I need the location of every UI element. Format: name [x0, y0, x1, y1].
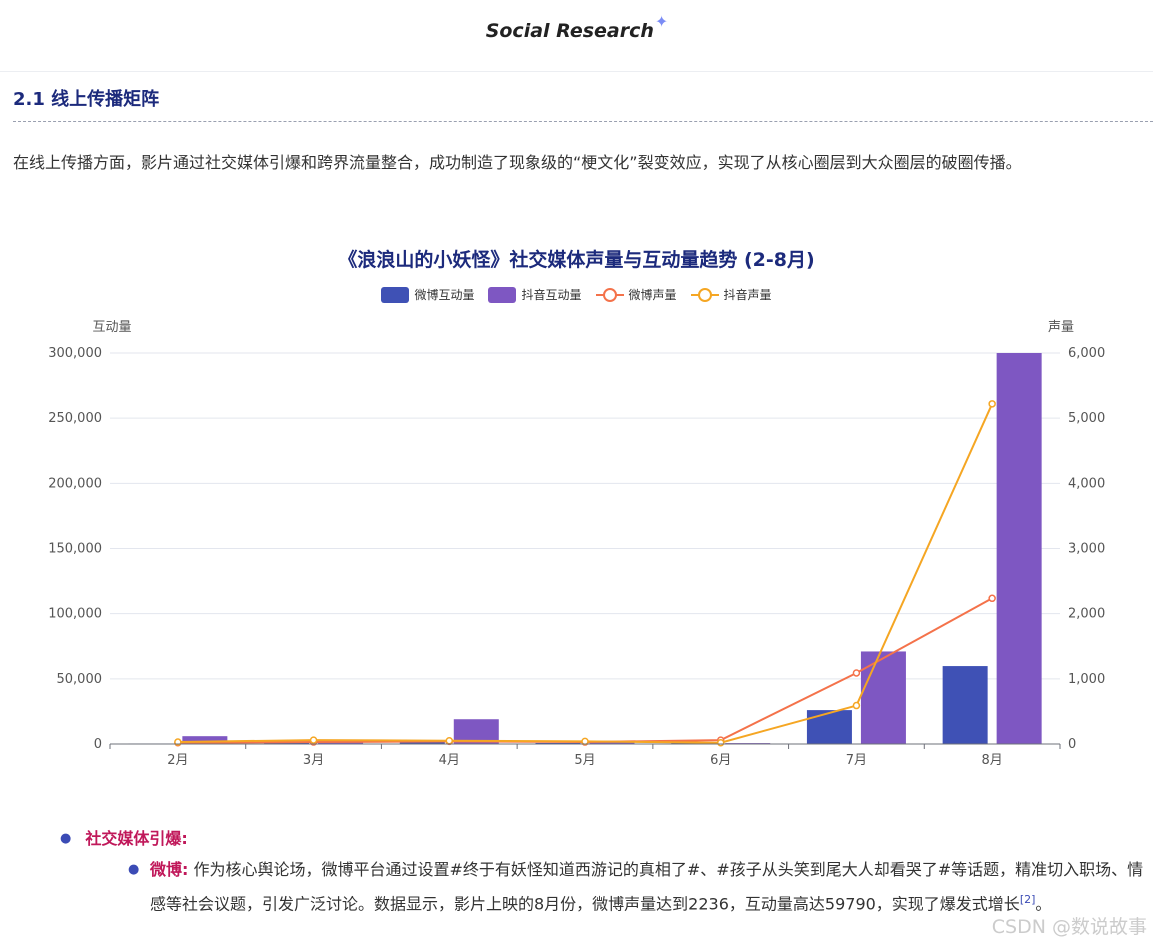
bullet-end: 。 [1035, 894, 1052, 914]
bullet-text: 微博: 作为核心舆论场，微博平台通过设置#终于有妖怪知道西游记的真相了#、#孩子… [150, 855, 1150, 919]
legend-label: 抖音互动量 [521, 288, 582, 302]
bar-mark [942, 666, 988, 744]
y-tick-right: 4,000 [1068, 476, 1105, 491]
line-point [445, 736, 454, 745]
bullet-dot-icon: ● [60, 831, 72, 846]
legend-item-douyin-interaction[interactable]: 抖音互动量 [488, 286, 582, 303]
bullet-label: 社交媒体引爆: [85, 829, 188, 848]
y-tick-left: 150,000 [48, 542, 102, 557]
line-point [852, 701, 861, 710]
dashed-divider [13, 121, 1153, 122]
bar-mark [318, 742, 364, 744]
x-tick-label: 8月 [982, 753, 1003, 768]
y-tick-right: 0 [1068, 737, 1076, 752]
legend-swatch [488, 286, 517, 303]
legend-item-weibo-volume[interactable]: 微博声量 [595, 286, 677, 303]
y-axis-title-left: 互动量 [92, 320, 131, 335]
line-point [852, 669, 861, 677]
y-tick-left: 0 [94, 737, 102, 752]
y-tick-right: 6,000 [1068, 346, 1105, 361]
legend-swatch [381, 286, 410, 303]
y-tick-left: 100,000 [48, 607, 102, 622]
y-tick-right: 1,000 [1068, 672, 1105, 687]
x-tick-label: 3月 [303, 753, 324, 768]
y-tick-left: 50,000 [57, 672, 103, 687]
x-tick-label: 6月 [710, 753, 731, 768]
bullet-sub-label: 微博: [150, 860, 189, 879]
x-tick-label: 5月 [574, 753, 595, 768]
legend-label: 微博互动量 [414, 288, 475, 302]
bullet-dot-icon: ● [128, 862, 140, 877]
intro-paragraph: 在线上传播方面，影片通过社交媒体引爆和跨界流量整合，成功制造了现象级的“梗文化”… [13, 153, 1022, 172]
bullet-body: 作为核心舆论场，微博平台通过设置#终于有妖怪知道西游记的真相了#、#孩子从头笑到… [150, 860, 1144, 914]
top-bar: Social Research✦ [0, 0, 1153, 72]
sparkle-icon: ✦ [654, 12, 669, 31]
y-tick-right: 3,000 [1068, 542, 1105, 557]
legend-label: 抖音声量 [723, 288, 772, 302]
y-tick-left: 250,000 [48, 411, 102, 426]
line-point [581, 737, 589, 746]
y-tick-right: 2,000 [1068, 607, 1105, 622]
legend-label: 微博声量 [628, 288, 677, 302]
watermark: CSDN @数说故事 [991, 916, 1147, 938]
line-point [988, 400, 996, 408]
line-point [988, 594, 996, 603]
line-point [309, 736, 318, 744]
chart-title: 《浪浪山的小妖怪》社交媒体声量与互动量趋势 (2-8月) [338, 249, 815, 271]
legend-line-icon [595, 287, 624, 303]
bar-mark [806, 710, 852, 744]
chart-legend: 微博互动量 抖音互动量 微博声量 抖音声量 [0, 286, 1153, 303]
x-tick-label: 2月 [167, 753, 188, 768]
bullet-level1: ● 社交媒体引爆: [60, 824, 188, 854]
bar-mark [399, 741, 445, 744]
legend-line-icon [690, 287, 719, 303]
line-point [716, 738, 725, 747]
bar-mark [996, 353, 1042, 744]
citation-link[interactable]: [2] [1019, 893, 1036, 906]
bar-mark [589, 742, 635, 744]
y-tick-left: 300,000 [48, 346, 102, 361]
bar-mark [264, 742, 310, 744]
x-tick-label: 4月 [439, 753, 460, 768]
bar-mark [860, 651, 906, 744]
bar-mark [535, 742, 581, 744]
bar-mark [182, 736, 228, 744]
y-axis-title-right: 声量 [1048, 320, 1074, 335]
brand-text: Social Research [485, 20, 654, 42]
y-tick-left: 200,000 [48, 476, 102, 491]
x-tick-label: 7月 [846, 753, 867, 768]
chart-canvas: 0 0 50,000 1,000 100,000 2,000 150,000 3,000 200… [48, 320, 1105, 768]
legend-item-weibo-interaction[interactable]: 微博互动量 [381, 286, 474, 303]
y-tick-right: 5,000 [1068, 411, 1105, 426]
section-title: 2.1 线上传播矩阵 [13, 89, 160, 110]
legend-item-douyin-volume[interactable]: 抖音声量 [690, 286, 772, 303]
brand-logo[interactable]: Social Research✦ [0, 12, 1153, 42]
